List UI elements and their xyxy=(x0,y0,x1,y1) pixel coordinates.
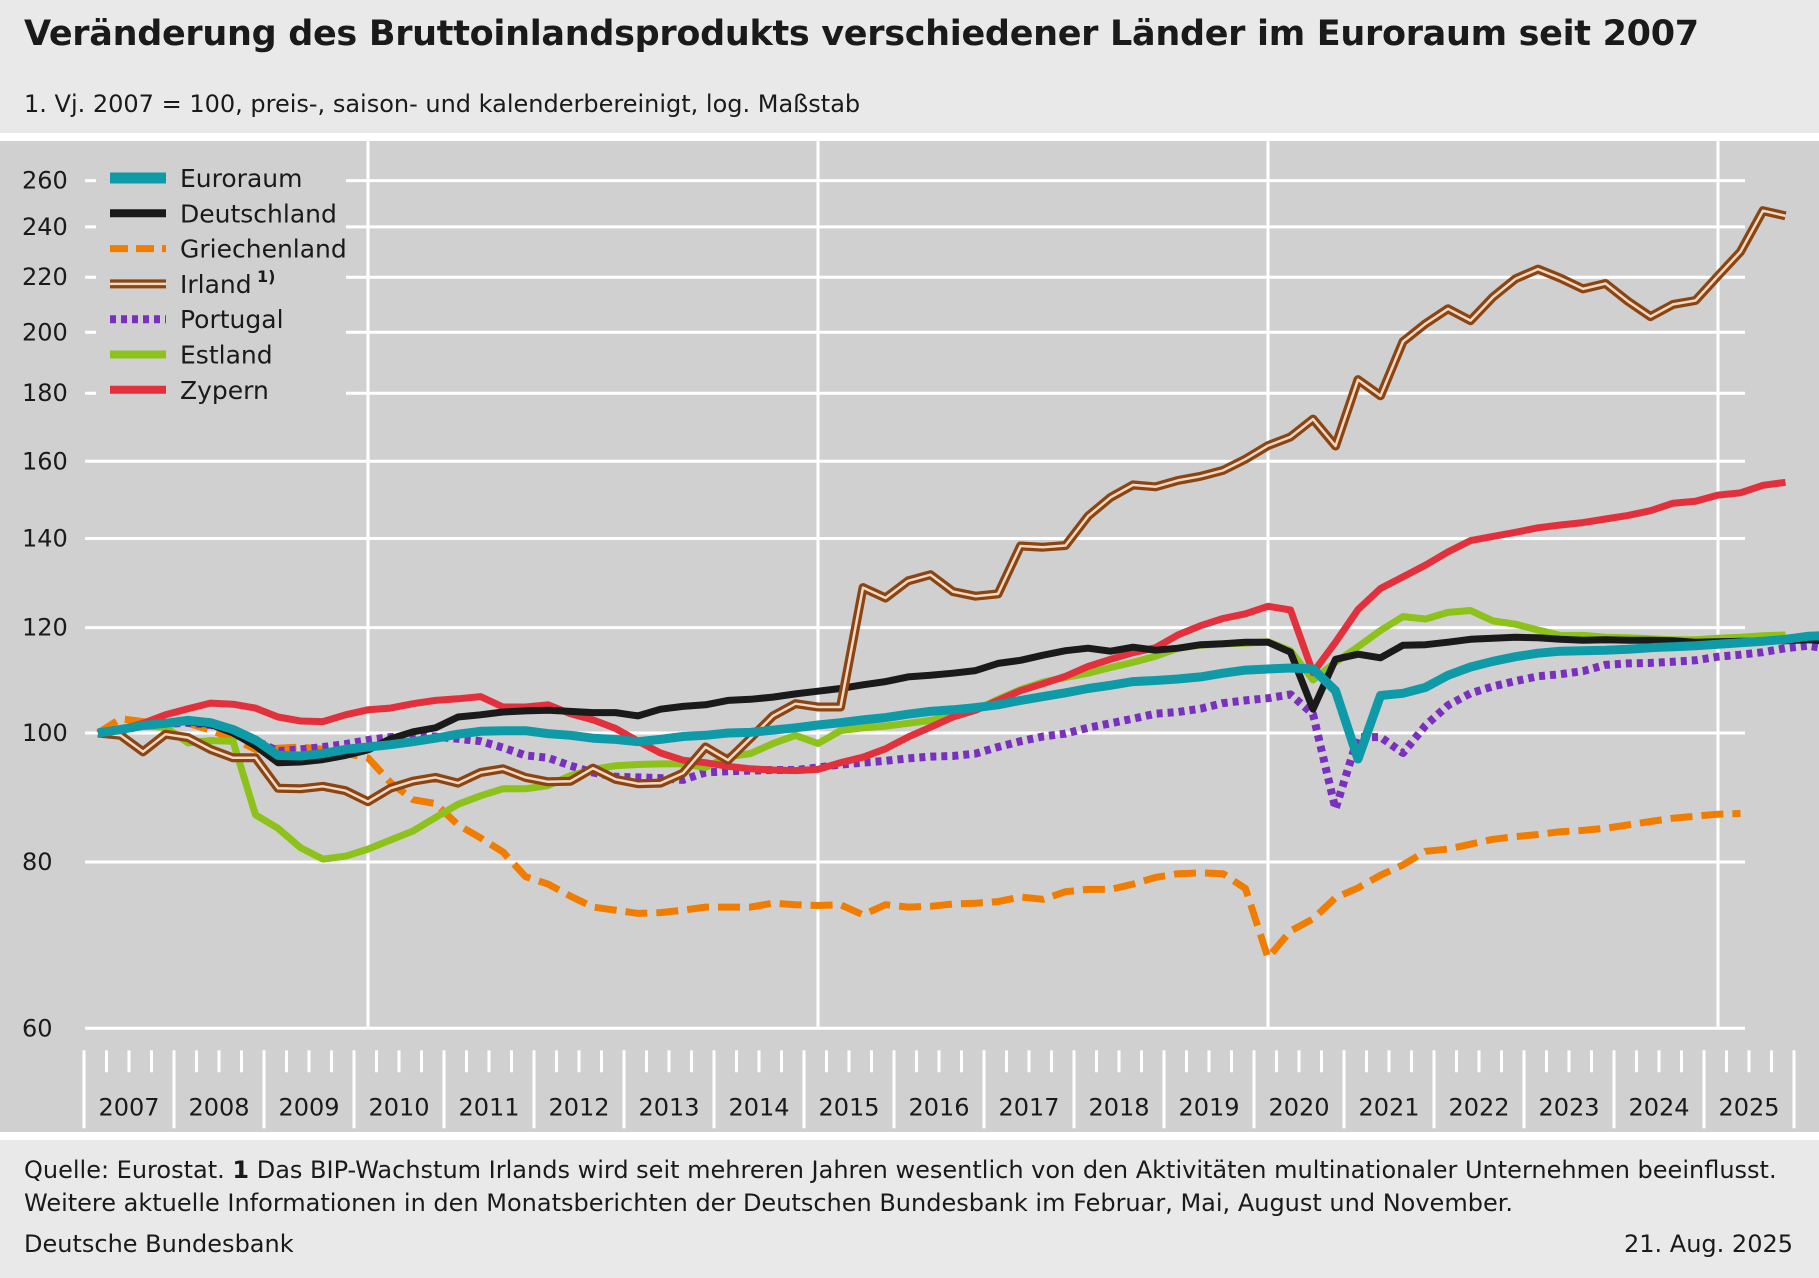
y-tick-label-140: 140 xyxy=(22,524,68,552)
legend: Euroraum Deutschland Griechenland Irland 1) P… xyxy=(96,141,347,405)
series-zypern xyxy=(97,478,1786,775)
separator-bottom xyxy=(0,1132,1819,1140)
x-year-label-2020: 2020 xyxy=(1268,1093,1329,1121)
chart-title: Veränderung des Bruttoinlandsprodukts ve… xyxy=(24,14,1699,54)
x-year-label-2023: 2023 xyxy=(1538,1093,1599,1121)
series-line-inner-irland xyxy=(97,209,1786,803)
x-year-label-2015: 2015 xyxy=(818,1093,879,1121)
series-estland xyxy=(97,607,1786,863)
source-prefix: Quelle: Eurostat. xyxy=(24,1156,225,1184)
y-tick-label-260: 260 xyxy=(22,167,68,195)
series-irland xyxy=(97,206,1787,807)
series-portugal xyxy=(97,641,1819,813)
y-tick-label-100: 100 xyxy=(22,719,68,747)
x-year-label-2024: 2024 xyxy=(1628,1093,1689,1121)
series-griechenland xyxy=(96,715,1741,962)
y-tick-label-80: 80 xyxy=(22,848,53,876)
x-year-label-2021: 2021 xyxy=(1358,1093,1419,1121)
series-line-portugal xyxy=(97,641,1819,813)
series-line-griechenland xyxy=(96,715,1741,962)
publisher: Deutsche Bundesbank xyxy=(24,1230,294,1258)
y-tick-label-120: 120 xyxy=(22,614,68,642)
x-year-label-2010: 2010 xyxy=(368,1093,429,1121)
x-year-label-2025: 2025 xyxy=(1718,1093,1779,1121)
x-year-label-2007: 2007 xyxy=(98,1093,159,1121)
separator-top xyxy=(0,133,1819,141)
y-tick-label-240: 240 xyxy=(22,213,68,241)
footnote-text: Das BIP-Wachstum Irlands wird seit mehre… xyxy=(256,1156,1777,1184)
y-tick-label-60: 60 xyxy=(22,1014,53,1042)
legend-label-griechenland: Griechenland xyxy=(180,235,347,264)
y-tick-label-200: 200 xyxy=(22,318,68,346)
y-tick-label-160: 160 xyxy=(22,447,68,475)
x-year-label-2019: 2019 xyxy=(1178,1093,1239,1121)
x-year-label-2018: 2018 xyxy=(1088,1093,1149,1121)
legend-label-deutschland: Deutschland xyxy=(180,199,337,228)
y-tick-label-220: 220 xyxy=(22,263,68,291)
chart-footer: Quelle: Eurostat. 1 Das BIP-Wachstum Irl… xyxy=(0,1140,1819,1278)
footnote-marker: 1 xyxy=(232,1156,250,1184)
x-year-label-2013: 2013 xyxy=(638,1093,699,1121)
legend-label-portugal: Portugal xyxy=(180,305,284,334)
x-year-label-2022: 2022 xyxy=(1448,1093,1509,1121)
x-year-label-2009: 2009 xyxy=(278,1093,339,1121)
series-line-estland xyxy=(97,607,1786,863)
chart-header: Veränderung des Bruttoinlandsprodukts ve… xyxy=(0,0,1819,133)
info-text: Weitere aktuelle Informationen in den Mo… xyxy=(24,1189,1513,1217)
legend-label-irland: Irland xyxy=(180,270,252,299)
line-chart: 60 80 100 120 140 160 180 200 220 240 260 2007 2008 2… xyxy=(22,141,1819,1129)
x-year-label-2012: 2012 xyxy=(548,1093,609,1121)
series-line-euroraum xyxy=(97,631,1819,764)
y-tick-label-180: 180 xyxy=(22,379,68,407)
legend-footnote-marker-irland: 1) xyxy=(257,267,275,286)
legend-label-estland: Estland xyxy=(180,341,273,370)
x-year-label-2014: 2014 xyxy=(728,1093,789,1121)
x-year-label-2016: 2016 xyxy=(908,1093,969,1121)
chart-subtitle: 1. Vj. 2007 = 100, preis-, saison- und k… xyxy=(24,90,861,118)
x-year-label-2017: 2017 xyxy=(998,1093,1059,1121)
series-euroraum xyxy=(97,631,1819,764)
legend-label-euroraum: Euroraum xyxy=(180,164,302,193)
source-note: Quelle: Eurostat. 1 Das BIP-Wachstum Irl… xyxy=(24,1154,1804,1220)
plot-area: 60 80 100 120 140 160 180 200 220 240 260 2007 2008 2… xyxy=(0,141,1819,1132)
publication-date: 21. Aug. 2025 xyxy=(1624,1230,1793,1258)
legend-label-zypern: Zypern xyxy=(180,376,269,405)
series-line-zypern xyxy=(97,478,1786,775)
x-year-label-2011: 2011 xyxy=(458,1093,519,1121)
x-year-label-2008: 2008 xyxy=(188,1093,249,1121)
